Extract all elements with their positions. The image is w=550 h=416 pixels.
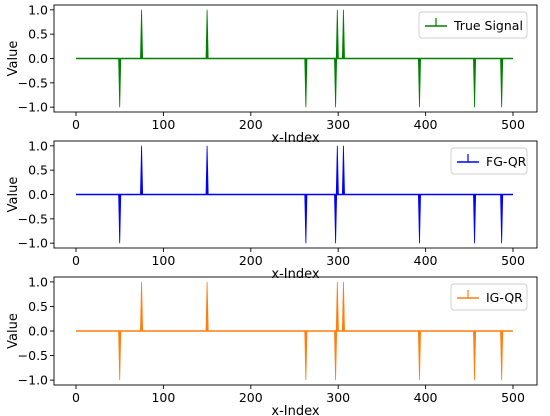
spike-point	[118, 58, 122, 108]
spike-point	[334, 330, 338, 381]
series-true-signal	[76, 9, 513, 108]
spike-point	[118, 194, 122, 244]
spike-point	[500, 330, 504, 381]
legend: FG-QR	[450, 147, 528, 175]
x-tick-label: 500	[501, 117, 525, 132]
y-axis-label: Value	[6, 177, 21, 213]
legend-label: True Signal	[453, 18, 523, 33]
y-axis-label: Value	[6, 41, 21, 77]
y-tick-label: −0.5	[18, 348, 48, 363]
x-tick-label: 300	[326, 253, 350, 268]
spike-point	[473, 58, 477, 108]
spike-point	[118, 330, 122, 381]
x-tick-label: 400	[414, 117, 438, 132]
legend-label: IG-QR	[486, 290, 523, 305]
x-axis-label: x-Index	[271, 267, 319, 282]
spike-point	[417, 330, 421, 381]
spike-point	[205, 281, 209, 332]
x-tick-label: 0	[72, 390, 80, 405]
spike-point	[334, 194, 338, 244]
y-tick-label: −0.5	[18, 75, 48, 90]
spike-point	[335, 9, 339, 59]
spike-point	[341, 281, 345, 332]
spike-point	[304, 330, 308, 381]
y-tick-label: 0.0	[28, 187, 48, 202]
spike-point	[335, 145, 339, 195]
x-tick-label: 200	[239, 253, 263, 268]
x-tick-label: 300	[326, 117, 350, 132]
x-axis-label: x-Index	[271, 131, 319, 146]
y-tick-label: 1.0	[28, 138, 48, 153]
chart-panel-2: 0 100 200 300 400 500 1.0 0.5 0.0 −0.5 −1.0 x-Index…	[6, 138, 538, 282]
series-ig-qr	[76, 281, 513, 381]
x-tick-label: 400	[414, 253, 438, 268]
legend-box	[450, 283, 528, 311]
spike-point	[417, 58, 421, 108]
spike-point	[140, 281, 144, 332]
y-tick-label: 0.5	[28, 27, 48, 42]
spike-point	[334, 58, 338, 108]
x-tick-label: 200	[239, 117, 263, 132]
spike-point	[473, 330, 477, 381]
x-tick-label: 100	[151, 117, 175, 132]
legend-label: FG-QR	[486, 154, 527, 169]
legend: IG-QR	[450, 283, 528, 311]
y-tick-label: 0.0	[28, 324, 48, 339]
spike-point	[335, 281, 339, 332]
y-axis-label: Value	[6, 313, 21, 349]
series-fg-qr	[76, 145, 513, 244]
y-tick-label: −1.0	[18, 100, 48, 115]
legend-box	[418, 11, 528, 39]
spike-point	[341, 9, 345, 59]
spike-point	[205, 145, 209, 195]
spike-point	[304, 58, 308, 108]
x-tick-label: 100	[151, 253, 175, 268]
x-tick-label: 100	[151, 390, 175, 405]
x-tick-label: 0	[72, 117, 80, 132]
spike-point	[304, 194, 308, 244]
legend-box	[450, 147, 528, 175]
spike-point	[473, 194, 477, 244]
y-tick-label: −0.5	[18, 211, 48, 226]
spike-point	[417, 194, 421, 244]
spike-point	[205, 9, 209, 59]
y-tick-label: 0.0	[28, 51, 48, 66]
spike-point	[341, 145, 345, 195]
y-tick-label: 0.5	[28, 299, 48, 314]
spike-point	[140, 9, 144, 59]
y-tick-label: 0.5	[28, 163, 48, 178]
x-tick-label: 200	[239, 390, 263, 405]
x-tick-label: 0	[72, 253, 80, 268]
x-tick-label: 500	[501, 390, 525, 405]
x-tick-label: 400	[414, 390, 438, 405]
spike-point	[140, 145, 144, 195]
y-tick-label: −1.0	[18, 373, 48, 388]
chart-panel-3: 0 100 200 300 400 500 1.0 0.5 0.0 −0.5 −1.0 x-Index…	[6, 274, 538, 416]
y-tick-label: 1.0	[28, 2, 48, 17]
legend: True Signal	[418, 11, 528, 39]
y-tick-label: −1.0	[18, 236, 48, 251]
y-tick-label: 1.0	[28, 274, 48, 289]
x-tick-label: 500	[501, 253, 525, 268]
chart-panel-1: 0 100 200 300 400 500 1.0 0.5 0.0 −0.5 −1.0 x-Index…	[6, 2, 538, 146]
x-axis-label: x-Index	[271, 404, 319, 416]
spike-point	[500, 58, 504, 108]
x-tick-label: 300	[326, 390, 350, 405]
spike-point	[500, 194, 504, 244]
